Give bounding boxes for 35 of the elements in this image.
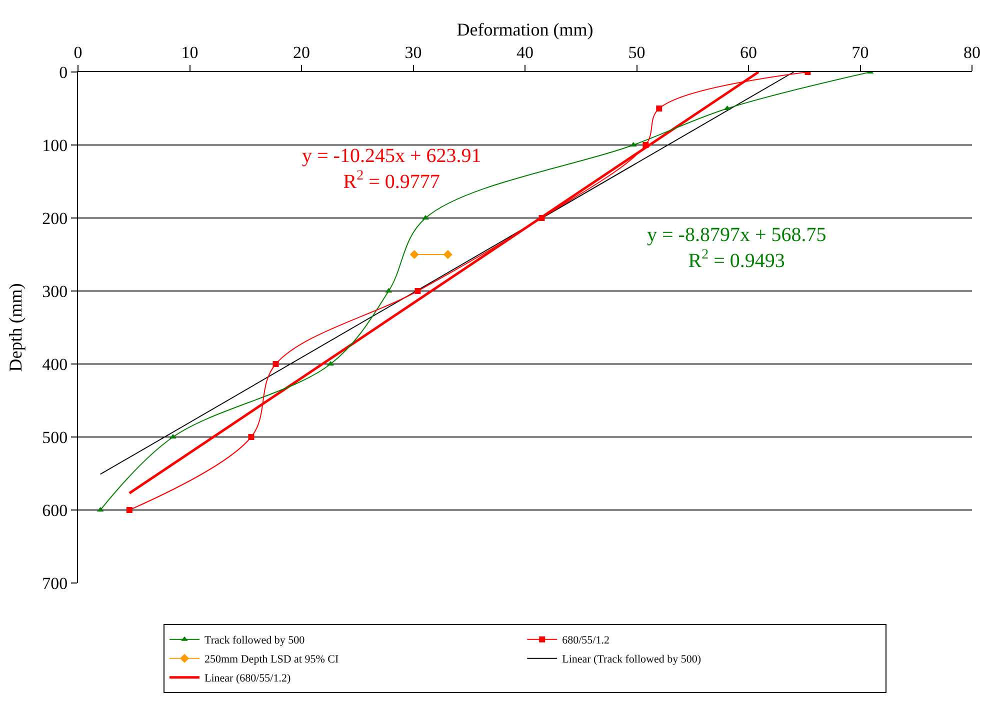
- point: [410, 250, 419, 260]
- y-tick-label: 0: [59, 62, 68, 82]
- x-tick-label: 30: [404, 43, 422, 62]
- point: [443, 250, 452, 260]
- point: [248, 434, 254, 440]
- legend-label: 250mm Depth LSD at 95% CI: [204, 654, 339, 666]
- x-axis-title: Deformation (mm): [456, 19, 594, 40]
- x-tick-label: 10: [181, 43, 198, 62]
- y-tick-label: 200: [42, 208, 68, 228]
- x-tick-label: 20: [293, 43, 310, 62]
- annotation: y = -8.8797x + 568.75 R$^{2}$ = 0.9493: [647, 224, 826, 272]
- x-tick-label: 50: [628, 43, 646, 62]
- y-tick-label: 700: [42, 574, 68, 593]
- point: [272, 361, 279, 367]
- annotation: y = -10.245x + 623.91 R$^{2}$ = 0.9777: [302, 145, 482, 193]
- legend-label: 680/55/1.2: [562, 634, 610, 647]
- y-tick-label: 300: [42, 282, 68, 301]
- legend-label: Linear (Track followed by 500): [562, 654, 702, 666]
- point: [126, 507, 132, 513]
- point: [414, 288, 421, 294]
- x-tick-label: 70: [852, 43, 869, 62]
- y-tick-label: 500: [42, 428, 68, 447]
- y-axis-title: Depth (mm): [5, 283, 26, 372]
- x-tick-label: 60: [740, 43, 757, 62]
- y-tick-label: 400: [42, 354, 68, 374]
- y-tick-label: 600: [42, 500, 68, 520]
- legend-label: Linear (680/55/1.2): [204, 672, 291, 685]
- point: [656, 106, 662, 112]
- legend-label: Track followed by 500: [204, 634, 306, 647]
- point: [642, 142, 649, 148]
- y-tick-label: 100: [42, 136, 68, 155]
- x-tick-label: 40: [516, 43, 534, 62]
- x-tick-label: 0: [74, 43, 82, 62]
- x-tick-label: 80: [964, 43, 980, 62]
- point: [538, 215, 545, 221]
